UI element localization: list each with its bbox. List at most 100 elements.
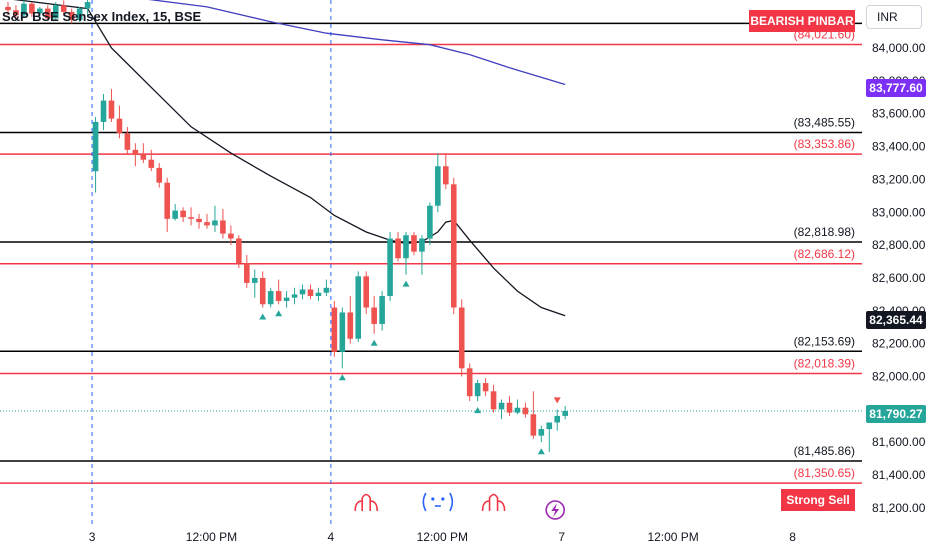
price-tag-upper: 83,777.60 [866,79,926,97]
candle-body [204,222,210,226]
candle-body [156,167,163,183]
doji-pattern-icon[interactable] [422,492,454,512]
candle [315,287,322,301]
candle [84,0,91,16]
price-tick-label: 83,400.00 [872,140,926,154]
doji-dot [441,497,445,501]
lightning-bolt-icon[interactable] [545,500,566,520]
buy-marker-icon [474,407,482,414]
candle [530,391,537,439]
candle-body [427,205,433,239]
candle [490,384,497,413]
candle-body [323,287,330,293]
candle-body [259,277,266,305]
candle [116,105,123,139]
time-tick-label: 12:00 PM [647,530,698,544]
candle [339,307,346,369]
candle-body [562,410,568,416]
candle [204,213,210,229]
candle-body [108,100,115,119]
hammer-pattern-icon[interactable] [481,493,506,512]
candle [482,378,489,397]
candle [228,225,234,246]
price-tick-label: 82,600.00 [872,271,926,285]
candle [132,143,139,167]
candle-body [411,235,417,252]
candle [76,6,83,22]
signal-markers [259,280,561,455]
level-label: (81,350.65) [794,466,855,480]
level-lines [0,22,862,484]
candle-body [124,133,131,150]
candle [291,287,298,305]
candle-body [435,166,441,206]
hammer-pattern-icon[interactable] [354,493,378,512]
candle [347,296,354,344]
candle [68,8,75,24]
candle [188,207,194,226]
candle [92,116,99,193]
candle [506,396,513,416]
candle-body [387,238,393,297]
strong-sell-badge: Strong Sell [781,489,855,511]
candle-body [60,5,67,12]
candle-body [291,294,298,298]
hammer-shape [354,493,378,512]
candle-body [371,307,377,324]
chart-title: S&P BSE Sensex Index, 15, BSE [2,9,202,24]
sma-blue-line [148,0,566,86]
candle [212,205,218,232]
candle [403,231,409,275]
candle [299,284,306,300]
candle-body [498,402,505,410]
candle [450,177,457,315]
candle-body [45,8,51,19]
candle [37,6,43,17]
buy-marker-icon [259,313,267,320]
time-tick-label: 4 [328,530,335,544]
candle [244,254,250,288]
candle [164,177,170,232]
candle-body [458,307,465,369]
candle [514,399,521,415]
candle-body [538,429,545,436]
price-tick-label: 83,000.00 [872,205,926,219]
currency-button[interactable]: INR [866,5,922,29]
candles [5,0,568,453]
candle [5,2,11,16]
candle [498,399,505,420]
candle-body [220,220,226,234]
candle-body [283,297,290,301]
candle-body [490,391,497,410]
time-axis: 3 12:00 PM 4 12:00 PM 7 12:00 PM 8 [89,530,796,544]
candle-body [140,154,147,160]
candle-body [228,233,234,239]
candle-body [419,238,425,252]
price-tick-label: 83,200.00 [872,172,926,186]
candle-body [92,121,99,172]
candle [522,402,529,418]
level-label: (82,818.98) [794,225,855,239]
candle-body [29,3,35,14]
hammer-shape [481,493,506,512]
candle-body [251,277,258,283]
candle [275,279,282,305]
price-tick-label: 81,200.00 [872,501,926,515]
level-label: (83,485.55) [794,115,855,129]
doji-brackets [422,492,454,512]
candle-body [68,11,75,21]
candle-body [315,292,322,297]
level-label: (82,018.39) [794,356,855,370]
candle-body [474,383,481,397]
level-label: (83,353.86) [794,137,855,151]
level-label: (81,485.86) [794,444,855,458]
candle [13,5,19,19]
candle [554,409,561,431]
candle-body [148,159,155,168]
candle-body [482,383,489,392]
bolt-shape [551,503,560,517]
bolt-circle [545,500,566,520]
candle-body [100,100,107,122]
candle-body [347,312,354,339]
